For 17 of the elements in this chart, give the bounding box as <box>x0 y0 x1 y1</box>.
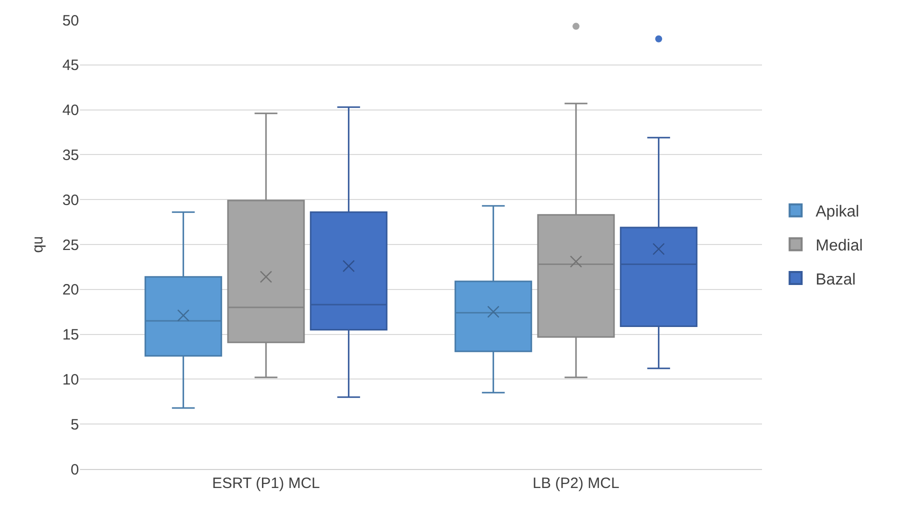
y-tick-label: 10 <box>62 371 79 388</box>
x-tick-label: LB (P2) MCL <box>532 475 620 492</box>
y-axis-title: qu <box>30 236 47 253</box>
y-tick-label: 45 <box>62 57 79 74</box>
y-tick-label: 5 <box>70 416 79 434</box>
y-tick-label: 50 <box>62 12 79 30</box>
x-tick-label: ESRT (P1) MCL <box>212 475 320 492</box>
y-tick-label: 35 <box>62 146 79 164</box>
legend-label: Apikal <box>816 204 860 221</box>
y-tick-label: 0 <box>70 461 79 478</box>
legend-label: Medial <box>816 237 863 254</box>
y-tick-label: 25 <box>62 236 79 254</box>
legend-label: Bazal <box>816 271 856 288</box>
y-tick-label: 20 <box>62 282 79 299</box>
y-tick-label: 15 <box>62 326 79 344</box>
y-tick-label: 40 <box>62 102 79 120</box>
y-tick-label: 30 <box>62 192 79 209</box>
